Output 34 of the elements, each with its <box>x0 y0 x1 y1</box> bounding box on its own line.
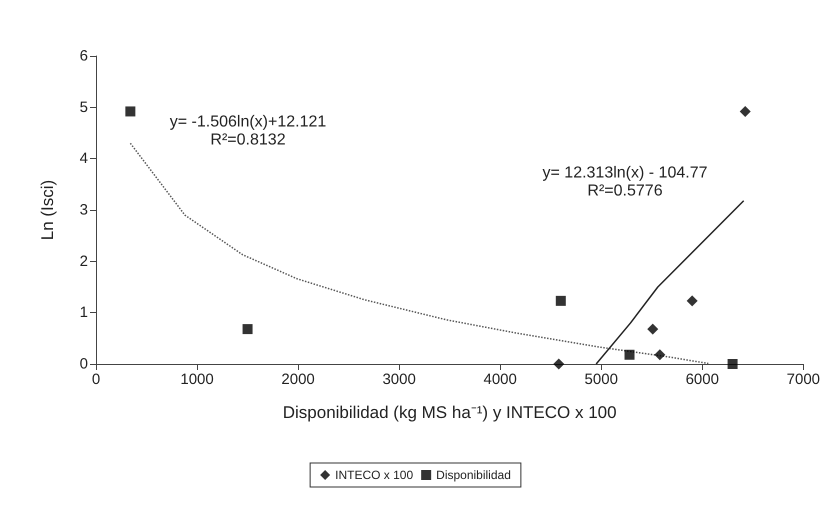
annotation: R²=0.5776 <box>587 182 663 200</box>
point <box>728 359 738 369</box>
point <box>624 350 635 360</box>
y-tick-label: 5 <box>80 98 88 116</box>
y-tick-label: 6 <box>80 48 88 64</box>
x-tick-label: 2000 <box>281 371 315 388</box>
legend-label: Disponibilidad <box>436 468 511 482</box>
point <box>556 296 566 306</box>
point <box>686 295 698 306</box>
y-tick-label: 1 <box>80 304 88 322</box>
x-tick-label: 7000 <box>786 371 820 388</box>
point <box>647 324 658 335</box>
point <box>654 349 666 360</box>
x-axis-title: Disponibilidad (kg MS ha⁻¹) y INTECO x 100 <box>282 403 617 422</box>
x-tick-label: 0 <box>92 371 100 388</box>
annotation: y= 12.313ln(x) - 104.77 <box>542 164 708 182</box>
x-tick-label: 3000 <box>382 371 416 388</box>
y-tick-label: 0 <box>80 356 88 372</box>
annotation: R²=0.8132 <box>210 132 286 148</box>
x-tick-label: 6000 <box>686 371 719 388</box>
x-tick-label: 4000 <box>483 371 517 388</box>
point <box>242 324 253 334</box>
line-series <box>595 200 744 365</box>
point <box>740 106 751 117</box>
y-tick-label: 4 <box>80 150 88 168</box>
y-tick-label: 3 <box>80 202 88 218</box>
legend-label: INTECO x 100 <box>335 468 414 482</box>
point <box>125 106 136 116</box>
point <box>553 358 564 370</box>
y-tick-label: 2 <box>80 252 88 270</box>
x-tick-label: 1000 <box>180 371 214 388</box>
x-tick-label: 5000 <box>584 371 618 388</box>
y-axis-title: Ln (Isci) <box>38 180 57 240</box>
annotation: y= -1.506ln(x)+12.121 <box>170 114 326 130</box>
